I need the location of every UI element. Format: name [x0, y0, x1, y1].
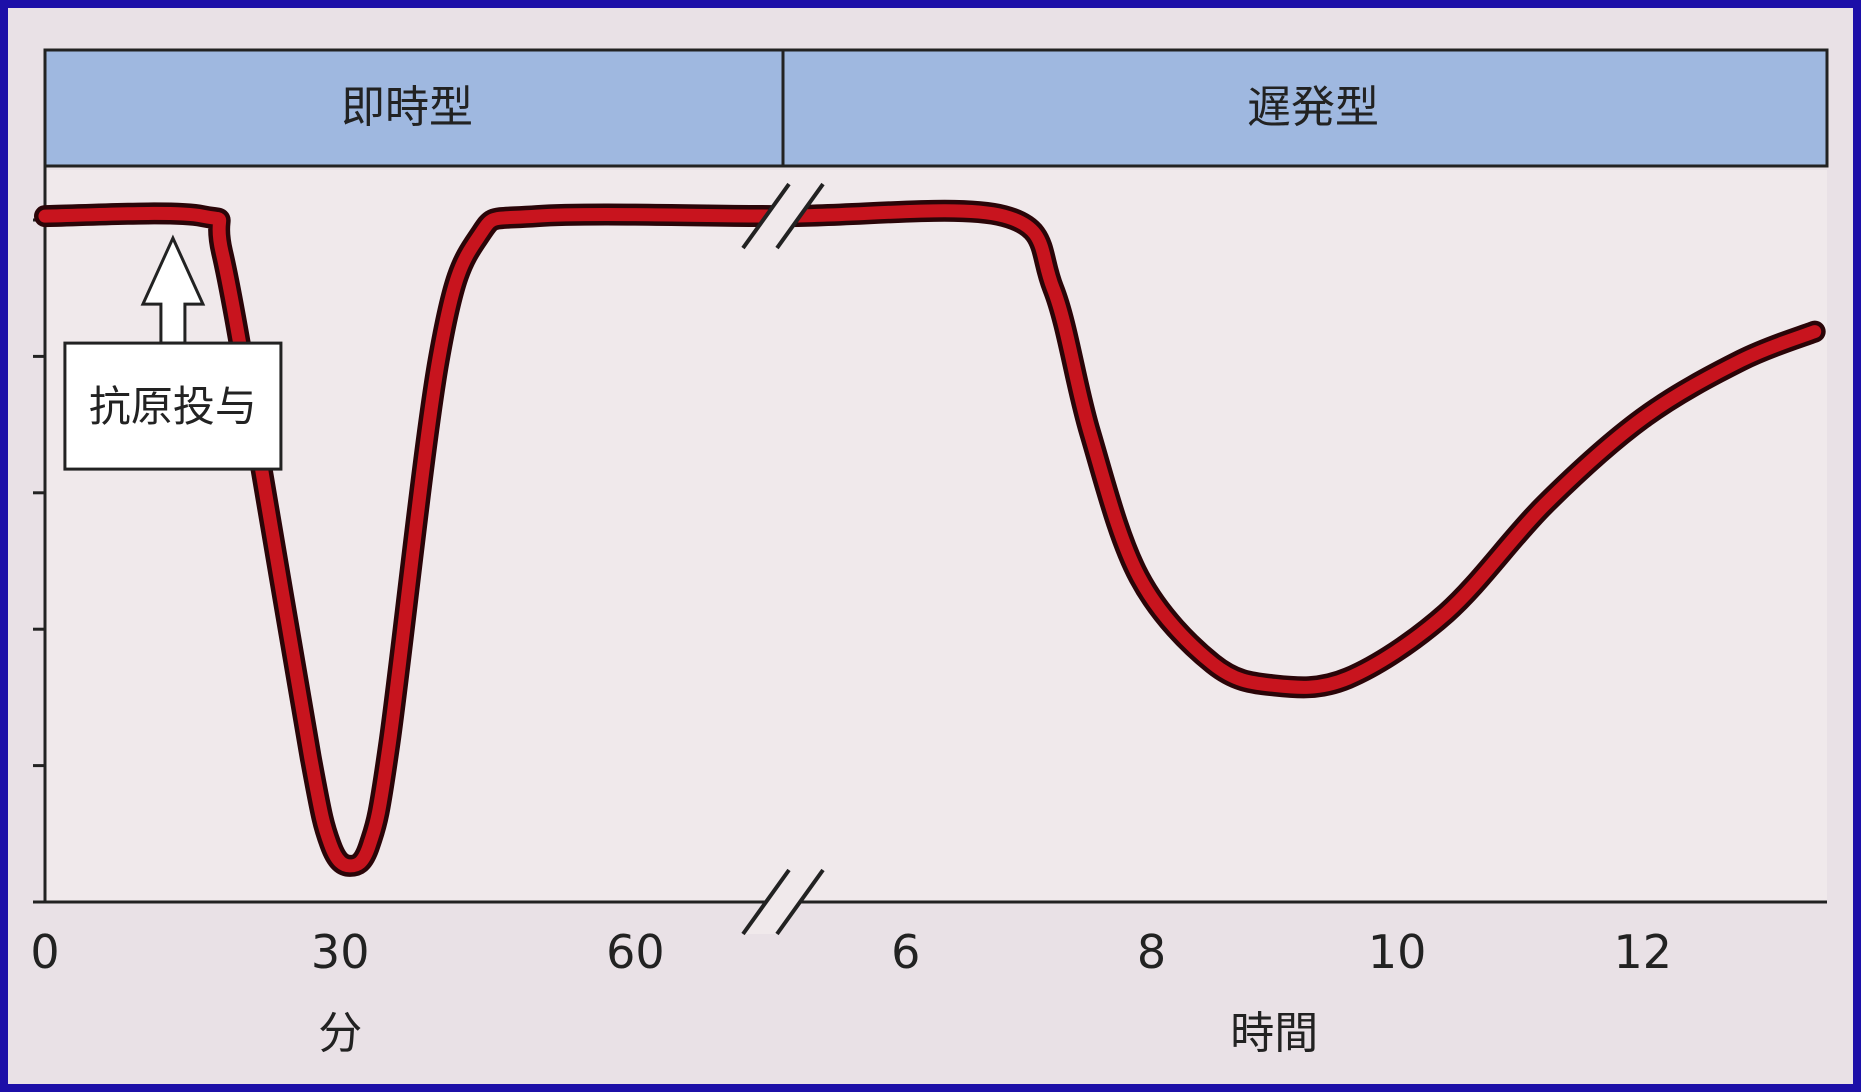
- line-break-gap: [743, 184, 823, 249]
- phase-label-immediate: 即時型: [341, 82, 473, 133]
- phase-header-delayed: [781, 48, 1829, 168]
- x-tick-label: 10: [1368, 925, 1427, 979]
- phase-header-immediate: [43, 48, 785, 168]
- phase-header: 即時型 遅発型: [43, 48, 1829, 168]
- x-unit-hours: 時間: [1230, 1008, 1318, 1059]
- x-tick-label: 0: [30, 925, 59, 979]
- x-tick-label: 30: [311, 925, 370, 979]
- line-break-mark: [741, 182, 791, 250]
- x-tick-label: 8: [1137, 925, 1166, 979]
- x-tick-labels: 0 30 60 6 8 10 12: [30, 925, 1672, 979]
- phase-label-delayed: 遅発型: [1247, 82, 1379, 133]
- annotation-text: 抗原投与: [89, 382, 257, 431]
- annotation-box: [63, 341, 283, 471]
- x-tick-label: 6: [891, 925, 920, 979]
- axis-break-mark: [775, 868, 825, 936]
- series-line-path: [38, 204, 1822, 873]
- x-tick-label: 60: [606, 925, 665, 979]
- x-tick-label: 12: [1613, 925, 1672, 979]
- series-line: [34, 199, 1826, 877]
- line-break-mark: [775, 182, 825, 250]
- axis-break: [741, 182, 825, 936]
- x-unit-minutes: 分: [318, 1008, 362, 1059]
- axis-break-mark: [741, 868, 791, 936]
- annotation-antigen: 抗原投与: [63, 234, 283, 471]
- axis-break-gap: [743, 870, 823, 934]
